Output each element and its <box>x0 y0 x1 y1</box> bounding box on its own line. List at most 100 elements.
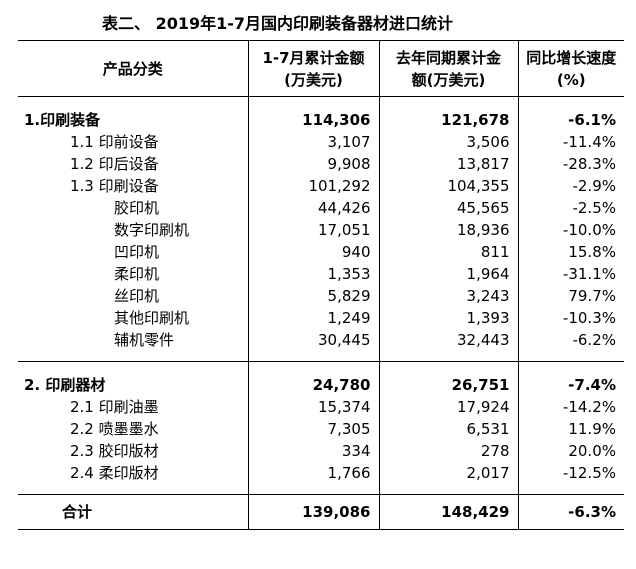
last-year-cell: 148,429 <box>378 494 518 530</box>
category-cell: 1.2 印后设备 <box>70 155 159 173</box>
table-row: 柔印机 1,353 1,964 -31.1% <box>18 263 624 285</box>
last-year-cell: 32,443 <box>378 329 518 351</box>
spacer-cell <box>247 351 379 362</box>
table-row: 1.1 印前设备 3,107 3,506 -11.4% <box>18 131 624 153</box>
cumulative-cell: 44,426 <box>247 197 379 219</box>
last-year-cell: 17,924 <box>378 396 518 418</box>
growth-cell: 15.8% <box>517 241 624 263</box>
cumulative-cell: 101,292 <box>247 175 379 197</box>
category-cell: 胶印机 <box>114 199 160 217</box>
spacer-cell <box>18 484 248 495</box>
cumulative-cell: 30,445 <box>247 329 379 351</box>
table-row: 丝印机 5,829 3,243 79.7% <box>18 285 624 307</box>
last-year-cell: 278 <box>378 440 518 462</box>
table-row: 2.3 胶印版材 334 278 20.0% <box>18 440 624 462</box>
table-title: 表二、 2019年1-7月国内印刷装备器材进口统计 <box>102 14 454 33</box>
growth-cell: -6.3% <box>517 494 624 530</box>
category-cell: 柔印机 <box>114 265 160 283</box>
header-row: 产品分类 1-7月累计金额 (万美元) 去年同期累计金 额(万美元) 同比增长速… <box>18 40 624 97</box>
spacer-row <box>18 361 624 375</box>
growth-cell: 20.0% <box>517 440 624 462</box>
table-row: 2.4 柔印版材 1,766 2,017 -12.5% <box>18 462 624 484</box>
growth-cell: -2.9% <box>517 175 624 197</box>
last-year-cell: 121,678 <box>378 109 518 131</box>
cumulative-cell: 15,374 <box>247 396 379 418</box>
spacer-row <box>18 96 624 109</box>
header-category: 产品分类 <box>18 40 248 97</box>
last-year-cell: 1,393 <box>378 307 518 329</box>
table-row: 2. 印刷器材 24,780 26,751 -7.4% <box>18 374 624 396</box>
spacer-cell <box>18 351 248 362</box>
category-cell: 2.2 喷墨墨水 <box>70 420 159 438</box>
last-year-cell: 18,936 <box>378 219 518 241</box>
spacer-cell <box>18 362 248 375</box>
last-year-cell: 13,817 <box>378 153 518 175</box>
spacer-cell <box>378 96 518 109</box>
table-row: 1.2 印后设备 9,908 13,817 -28.3% <box>18 153 624 175</box>
header-cumulative-line2: (万美元) <box>284 70 343 89</box>
spacer-cell <box>247 96 379 109</box>
table-row: 1.3 印刷设备 101,292 104,355 -2.9% <box>18 175 624 197</box>
table-row: 2.2 喷墨墨水 7,305 6,531 11.9% <box>18 418 624 440</box>
cumulative-cell: 114,306 <box>247 109 379 131</box>
spacer-cell <box>247 361 379 374</box>
category-cell: 其他印刷机 <box>114 309 190 327</box>
cumulative-cell: 940 <box>247 241 379 263</box>
cumulative-cell: 24,780 <box>247 374 379 396</box>
last-year-cell: 6,531 <box>378 418 518 440</box>
category-cell: 2.3 胶印版材 <box>70 442 159 460</box>
growth-cell: -14.2% <box>517 396 624 418</box>
last-year-cell: 104,355 <box>378 175 518 197</box>
spacer-cell <box>247 484 379 495</box>
table-row: 1.印刷装备 114,306 121,678 -6.1% <box>18 109 624 131</box>
table-row: 胶印机 44,426 45,565 -2.5% <box>18 197 624 219</box>
growth-cell: -6.1% <box>517 109 624 131</box>
last-year-cell: 1,964 <box>378 263 518 285</box>
spacer-cell <box>378 484 518 495</box>
last-year-cell: 26,751 <box>378 374 518 396</box>
category-cell: 1.1 印前设备 <box>70 133 159 151</box>
spacer-row <box>18 351 624 362</box>
category-cell: 2.4 柔印版材 <box>70 464 159 482</box>
table-row: 数字印刷机 17,051 18,936 -10.0% <box>18 219 624 241</box>
header-last-year: 去年同期累计金 额(万美元) <box>378 40 518 97</box>
header-growth: 同比增长速度 (%) <box>517 40 624 97</box>
category-cell: 1.印刷装备 <box>24 111 101 129</box>
cumulative-cell: 3,107 <box>247 131 379 153</box>
spacer-row <box>18 484 624 495</box>
spacer-cell <box>517 484 624 495</box>
table-row: 其他印刷机 1,249 1,393 -10.3% <box>18 307 624 329</box>
growth-cell: -11.4% <box>517 131 624 153</box>
category-cell: 数字印刷机 <box>114 221 190 239</box>
table-row: 凹印机 940 811 15.8% <box>18 241 624 263</box>
growth-cell: -10.0% <box>517 219 624 241</box>
header-last-year-line2: 额(万美元) <box>411 70 486 89</box>
last-year-cell: 811 <box>378 241 518 263</box>
header-cumulative: 1-7月累计金额 (万美元) <box>247 40 379 97</box>
category-cell: 合计 <box>18 494 248 530</box>
cumulative-cell: 334 <box>247 440 379 462</box>
header-last-year-line1: 去年同期累计金 <box>395 48 501 67</box>
growth-cell: -12.5% <box>517 462 624 484</box>
cumulative-cell: 1,249 <box>247 307 379 329</box>
category-cell: 2. 印刷器材 <box>24 376 106 394</box>
total-row: 合计 139,086 148,429 -6.3% <box>18 494 624 530</box>
cumulative-cell: 1,353 <box>247 263 379 285</box>
header-growth-line2: (%) <box>556 70 586 89</box>
cumulative-cell: 5,829 <box>247 285 379 307</box>
spacer-cell <box>378 361 518 374</box>
cumulative-cell: 7,305 <box>247 418 379 440</box>
header-growth-line1: 同比增长速度 <box>526 48 617 67</box>
growth-cell: 11.9% <box>517 418 624 440</box>
growth-cell: -6.2% <box>517 329 624 351</box>
category-cell: 1.3 印刷设备 <box>70 177 159 195</box>
table-row: 2.1 印刷油墨 15,374 17,924 -14.2% <box>18 396 624 418</box>
table-body: 1.印刷装备 114,306 121,678 -6.1% 1.1 印前设备 3,107 3,… <box>18 96 624 530</box>
table-row: 辅机零件 30,445 32,443 -6.2% <box>18 329 624 351</box>
category-cell: 辅机零件 <box>114 331 175 349</box>
cumulative-cell: 9,908 <box>247 153 379 175</box>
cumulative-cell: 17,051 <box>247 219 379 241</box>
growth-cell: -28.3% <box>517 153 624 175</box>
cumulative-cell: 1,766 <box>247 462 379 484</box>
spacer-cell <box>517 351 624 362</box>
